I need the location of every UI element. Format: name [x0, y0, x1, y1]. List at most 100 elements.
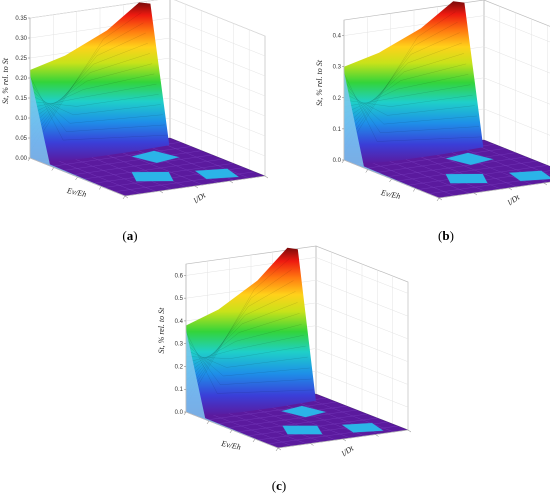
z-axis-label: St, % rel. to St: [157, 307, 166, 354]
y-tick-mark: [124, 195, 129, 199]
rainbow-surface: [344, 1, 484, 164]
floor-mesh-line: [386, 156, 527, 178]
surface-contour: [29, 73, 155, 115]
floor-mesh-line: [226, 409, 357, 429]
z-tick-label: 0.1: [175, 387, 184, 393]
floor-mesh-line: [61, 150, 202, 171]
x-tick-mark: [341, 159, 345, 164]
z-tick-label: 0.05: [15, 136, 27, 142]
y-axis-label: l/Dt: [340, 443, 356, 458]
surface-contour: [185, 280, 294, 394]
surface-contour: [343, 86, 477, 125]
surface-contour: [185, 269, 292, 400]
z-tick-label: 0.4: [333, 34, 342, 40]
z-tick-label: 0.6: [175, 273, 184, 279]
x-tick-mark: [99, 186, 102, 190]
z-tick-label: 0.35: [15, 16, 27, 22]
surface-contour: [29, 12, 142, 152]
surface-contour: [343, 53, 464, 127]
floor-patch: [444, 152, 495, 166]
surface-contour: [343, 11, 456, 154]
floor-mesh-line: [258, 401, 351, 439]
surface-contour: [343, 63, 467, 121]
z-tick-label: 0.25: [15, 56, 27, 62]
floor-mesh-line: [421, 148, 517, 188]
surface-contour: [29, 76, 168, 141]
floor-mesh-line: [229, 405, 322, 443]
surface-contour: [185, 337, 312, 385]
z-tick-label: 0.10: [15, 116, 27, 122]
surface-contour: [29, 94, 161, 116]
panel-label: (b): [438, 228, 454, 243]
x-tick-mark: [75, 176, 78, 181]
x-axis-label: Ev/Eh: [65, 186, 87, 199]
z-axis-label: St, % rel. to St: [315, 59, 324, 106]
surface-contour: [343, 22, 458, 147]
y-tick-mark: [194, 185, 199, 189]
surface-contour: [29, 63, 153, 121]
x-axis-label: Ev/Eh: [379, 188, 401, 201]
y-tick-mark: [229, 180, 234, 184]
floor-patch: [130, 150, 181, 164]
y-tick-mark: [264, 175, 269, 179]
panel-label: (c): [272, 478, 286, 493]
surface-contour: [343, 32, 460, 141]
x-tick-mark: [252, 438, 256, 443]
y-tick-mark: [342, 438, 347, 442]
floor-mesh-line: [359, 157, 455, 196]
floor-mesh-line: [61, 153, 157, 192]
surface-contour: [29, 83, 157, 108]
x-tick-mark: [27, 157, 31, 162]
floor-mesh-line: [214, 407, 307, 445]
y-axis-label: l/Dt: [192, 190, 208, 205]
surface-contour: [29, 43, 148, 134]
surface-contour: [185, 258, 290, 406]
floor-mesh-line: [468, 142, 550, 176]
floor-mesh-line: [206, 401, 337, 421]
surface-plot-a: 0.00 0.05 0.10 0.15 0.20 0.25 0.30 0.35 St, % re…: [1, 0, 269, 243]
rainbow-surface: [186, 247, 316, 416]
surface-contour: [343, 95, 473, 107]
surface-contour: [29, 94, 159, 107]
y-tick-mark: [277, 447, 282, 451]
surface-contour: [185, 313, 300, 376]
x-tick-mark: [365, 169, 368, 173]
floor-mesh-line: [375, 155, 471, 194]
floor-mesh-line: [76, 151, 172, 190]
surface-contour: [185, 345, 306, 359]
surface-contour: [29, 22, 144, 146]
x-tick-mark: [122, 195, 126, 200]
floor-mesh-line: [390, 153, 486, 192]
z-tick-label: 0.0: [333, 158, 342, 164]
floor-mesh-line: [82, 158, 223, 180]
x-tick-mark: [413, 188, 416, 192]
surface-contour: [185, 343, 310, 377]
surface-contour: [29, 32, 146, 140]
surface-contour: [343, 84, 471, 107]
surface-plot-c: 0.0 0.1 0.2 0.3 0.4 0.5 0.6 St, % rel. to St Ev/…: [157, 245, 412, 493]
floor-mesh-line: [45, 155, 141, 194]
z-tick-label: 0.1: [333, 127, 342, 133]
x-tick-mark: [275, 447, 279, 452]
floor-mesh-line: [154, 140, 250, 179]
z-tick-label: 0.2: [175, 364, 184, 370]
z-tick-label: 0.5: [175, 296, 184, 302]
surface-contour: [185, 350, 308, 368]
floor-patch: [130, 171, 175, 182]
surface-contour: [343, 73, 482, 142]
z-tick-label: 0.2: [333, 96, 342, 102]
x-tick-mark: [389, 178, 392, 183]
floor-mesh-line: [301, 395, 394, 433]
surface-contour: [29, 82, 166, 132]
z-tick-label: 0.30: [15, 36, 27, 42]
floor-mesh-line: [365, 148, 506, 169]
z-tick-label: 0.20: [15, 76, 27, 82]
floor-patch: [280, 405, 327, 418]
y-axis-label: l/Dt: [506, 192, 522, 207]
z-tick-label: 0.0: [175, 410, 184, 416]
floor-patch: [340, 422, 385, 433]
z-tick-label: 0.00: [15, 156, 27, 162]
surface-contour: [185, 324, 302, 369]
floor-mesh-line: [237, 413, 368, 433]
